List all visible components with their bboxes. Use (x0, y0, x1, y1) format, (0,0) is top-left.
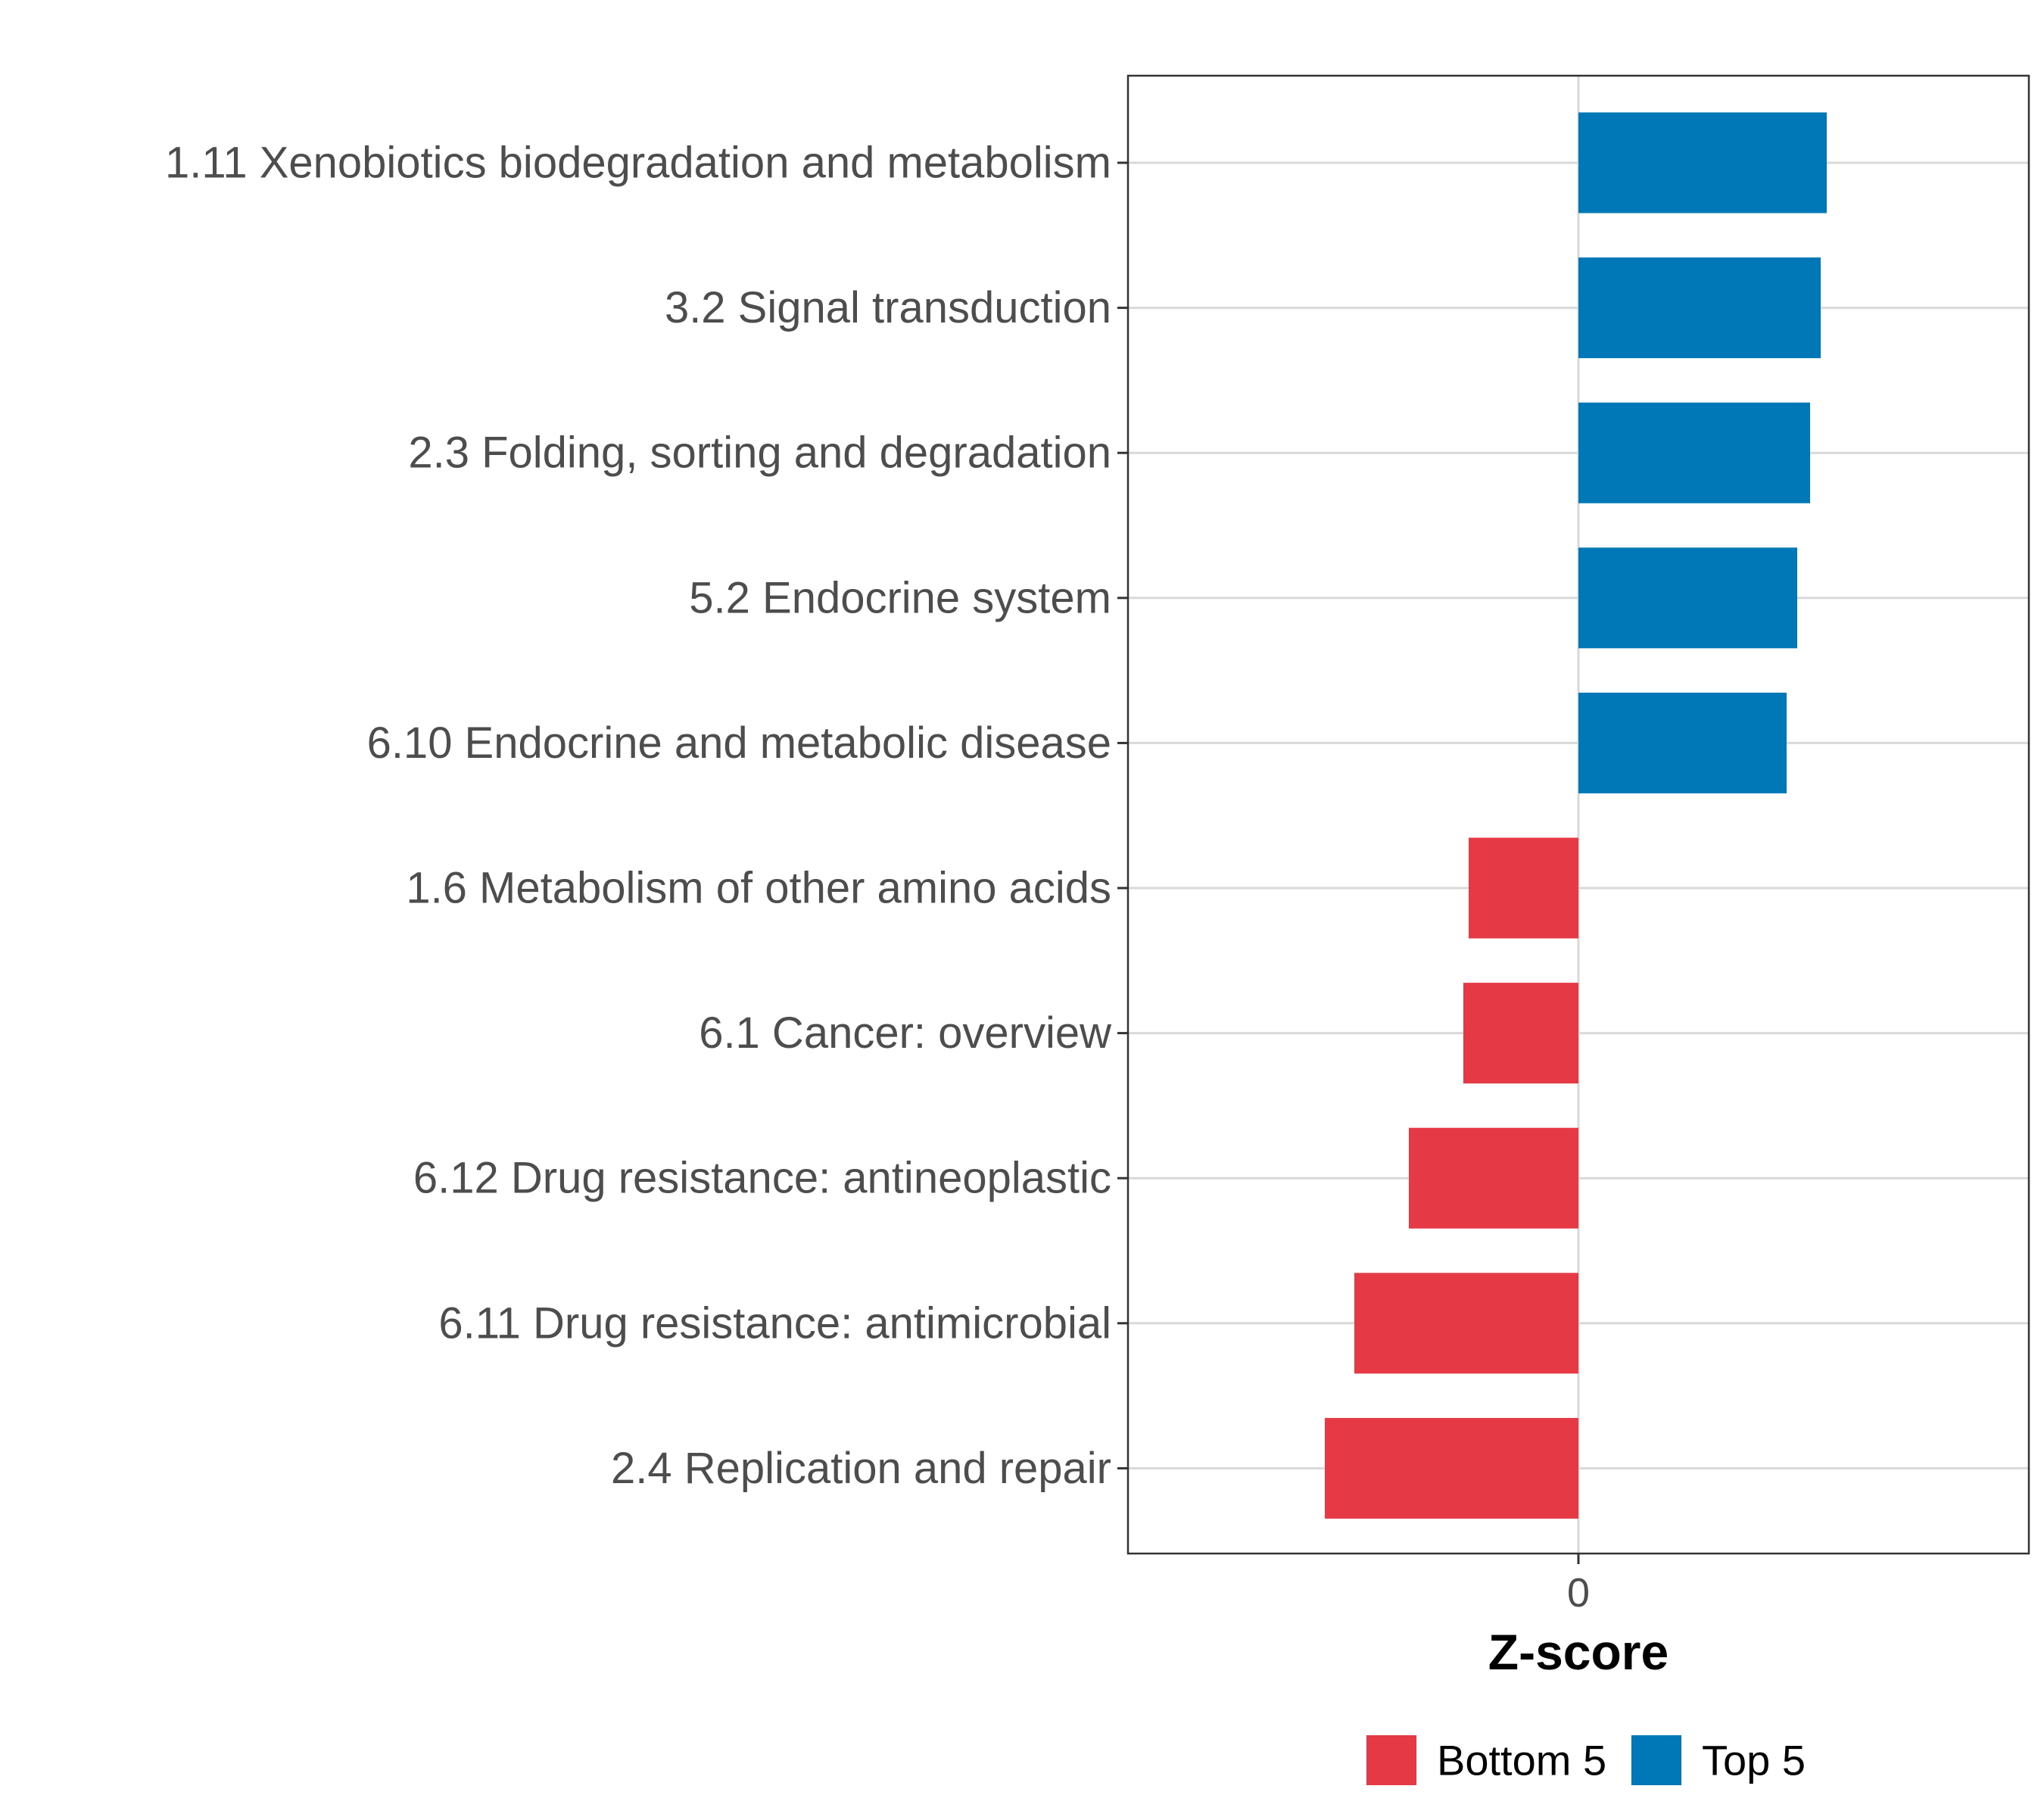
y-tick-label: 2.3 Folding, sorting and degradation (408, 429, 1111, 478)
bar (1578, 692, 1787, 793)
legend-key (1366, 1735, 1416, 1785)
y-tick-label: 6.12 Drug resistance: antineoplastic (413, 1154, 1111, 1203)
y-tick-label: 3.2 Signal transduction (665, 283, 1111, 332)
bar (1578, 257, 1821, 359)
x-axis: 0 (1567, 1554, 1590, 1616)
y-tick-label: 6.10 Endocrine and metabolic disease (367, 718, 1111, 768)
bar (1578, 547, 1797, 649)
y-axis: 1.11 Xenobiotics biodegradation and meta… (165, 139, 1128, 1493)
bar (1578, 112, 1827, 213)
legend-label: Bottom 5 (1437, 1737, 1606, 1784)
bars (1325, 112, 1827, 1519)
bar (1469, 837, 1578, 939)
legend-key (1631, 1735, 1681, 1785)
y-tick-label: 5.2 Endocrine system (689, 573, 1111, 622)
y-tick-label: 2.4 Replication and repair (611, 1444, 1111, 1493)
bar (1409, 1127, 1578, 1229)
bar (1578, 402, 1810, 503)
y-tick-label: 1.6 Metabolism of other amino acids (406, 864, 1111, 913)
bar (1325, 1417, 1578, 1519)
legend: Bottom 5 Top 5 (1366, 1735, 1806, 1785)
y-tick-label: 6.11 Drug resistance: antimicrobial (438, 1298, 1111, 1348)
bar (1354, 1273, 1578, 1374)
x-axis-title: Z-score (1488, 1624, 1669, 1680)
x-tick-label: 0 (1567, 1570, 1590, 1616)
bar (1463, 983, 1578, 1084)
legend-label: Top 5 (1702, 1737, 1806, 1784)
y-tick-label: 1.11 Xenobiotics biodegradation and meta… (165, 139, 1111, 188)
y-tick-label: 6.1 Cancer: overview (699, 1008, 1112, 1058)
